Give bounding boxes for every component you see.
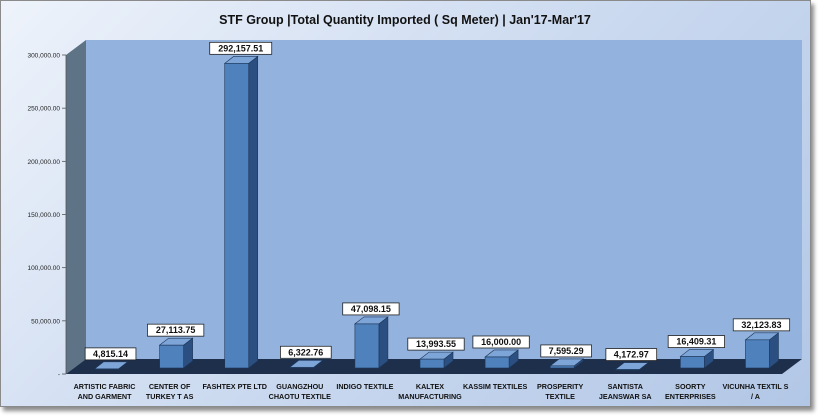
chart-title: STF Group |Total Quantity Imported ( Sq … <box>219 13 591 27</box>
side-wall <box>66 40 86 374</box>
x-tick-label: FASHTEX PTE LTD <box>202 382 267 391</box>
data-label-box <box>472 335 530 349</box>
bar <box>484 356 510 369</box>
data-label: 16,000.00 <box>481 337 521 347</box>
back-wall <box>86 40 802 359</box>
bar <box>419 358 445 369</box>
bar <box>745 339 770 369</box>
data-label: 6,322.76 <box>288 347 323 357</box>
y-tick-label: 250,000.00 <box>27 106 60 113</box>
x-tick-label: INDIGO TEXTILE <box>336 382 393 391</box>
data-label: 32,123.83 <box>741 320 781 330</box>
bar <box>224 63 250 369</box>
data-label-box <box>540 344 592 358</box>
x-tick-label: VICUNHA TEXTIL S / A <box>723 382 789 401</box>
data-label-box <box>280 345 332 359</box>
x-tick-label: PROSPERITY TEXTILE <box>537 382 584 401</box>
y-tick-label: 150,000.00 <box>27 212 60 219</box>
data-label-box <box>605 348 658 361</box>
data-label-box <box>667 335 725 348</box>
bar <box>159 344 184 369</box>
data-label-box <box>209 41 273 55</box>
y-tick-label: 100,000.00 <box>27 265 60 272</box>
bar <box>680 356 705 369</box>
bar <box>289 366 315 369</box>
data-label: 16,409.31 <box>676 337 716 347</box>
data-label: 13,993.55 <box>416 339 456 349</box>
data-label-box <box>342 302 400 316</box>
data-label-box <box>732 318 791 332</box>
x-tick-label: KASSIM TEXTILES <box>463 382 528 391</box>
bar-side <box>378 316 389 369</box>
data-label: 292,157.51 <box>218 43 263 53</box>
x-tick-label: KALTEX MANUFACTURING <box>398 382 462 401</box>
y-tick-label: 300,000.00 <box>27 53 60 60</box>
bar <box>354 323 380 369</box>
x-tick-label: SANTISTA JEANSWAR SA <box>599 382 652 401</box>
data-label-box <box>407 337 465 351</box>
x-tick-label: SOORTY ENTERPRISES <box>665 382 716 401</box>
data-label: 4,172.97 <box>614 350 649 360</box>
y-tick-label: 50,000.00 <box>31 318 60 325</box>
x-tick-label: ARTISTIC FABRIC AND GARMENT <box>74 382 136 401</box>
y-tick-label: 200,000.00 <box>27 159 60 166</box>
data-label: 47,098.15 <box>351 304 391 314</box>
x-tick-label: CENTER OF TURKEY T AS <box>146 382 194 401</box>
y-tick-label: - <box>58 372 60 379</box>
bar-side <box>248 55 259 369</box>
bar <box>94 368 119 370</box>
x-tick-label: GUANGZHOU CHAOTU TEXTILE <box>269 382 331 401</box>
bar <box>614 369 640 371</box>
bar <box>549 365 575 369</box>
data-label: 7,595.29 <box>549 346 584 356</box>
data-label: 27,113.75 <box>156 325 196 335</box>
data-label-box <box>84 347 137 361</box>
data-label-box <box>147 323 205 337</box>
data-label: 4,815.14 <box>93 349 128 359</box>
